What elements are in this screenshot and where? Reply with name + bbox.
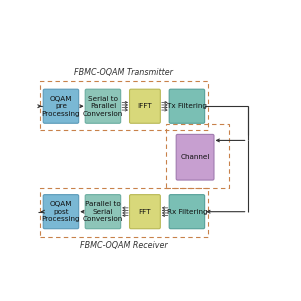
FancyBboxPatch shape: [129, 195, 160, 229]
Text: Channel: Channel: [180, 154, 210, 160]
FancyBboxPatch shape: [169, 89, 205, 123]
Text: FBMC-OQAM Receiver: FBMC-OQAM Receiver: [80, 241, 168, 250]
FancyBboxPatch shape: [43, 89, 79, 123]
Text: IFFT: IFFT: [138, 103, 152, 109]
FancyBboxPatch shape: [85, 195, 121, 229]
Text: Tx Filtering: Tx Filtering: [167, 103, 207, 109]
FancyBboxPatch shape: [85, 89, 121, 123]
Text: Parallel to
Serial
Conversion: Parallel to Serial Conversion: [83, 201, 123, 222]
Text: Rx Filtering: Rx Filtering: [167, 209, 207, 215]
Text: FBMC-OQAM Transmitter: FBMC-OQAM Transmitter: [75, 68, 173, 77]
FancyBboxPatch shape: [176, 134, 214, 180]
Text: OQAM
post
Processing: OQAM post Processing: [42, 201, 80, 222]
FancyBboxPatch shape: [43, 195, 79, 229]
Text: Serial to
Parallel
Conversion: Serial to Parallel Conversion: [83, 96, 123, 117]
FancyBboxPatch shape: [129, 89, 160, 123]
Text: OQAM
pre
Processing: OQAM pre Processing: [42, 96, 80, 117]
FancyBboxPatch shape: [169, 195, 205, 229]
Text: FFT: FFT: [139, 209, 151, 215]
